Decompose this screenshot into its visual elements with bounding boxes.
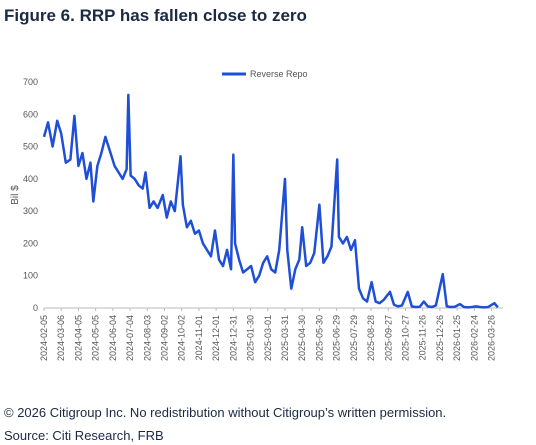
y-tick-label: 400 bbox=[23, 174, 38, 184]
y-tick-label: 600 bbox=[23, 109, 38, 119]
x-tick-label: 2025-12-26 bbox=[435, 315, 445, 361]
x-tick-label: 2024-07-04 bbox=[125, 315, 135, 361]
legend-label: Reverse Repo bbox=[250, 69, 308, 79]
x-tick-label: 2024-03-06 bbox=[56, 315, 66, 361]
x-tick-label: 2024-09-02 bbox=[159, 315, 169, 361]
source-note: Source: Citi Research, FRB bbox=[4, 428, 164, 443]
x-tick-label: 2024-05-05 bbox=[91, 315, 101, 361]
x-tick-label: 2024-10-02 bbox=[177, 315, 187, 361]
line-series bbox=[42, 93, 499, 309]
y-axis-label: Bil $ bbox=[10, 185, 21, 205]
x-tick-label: 2024-12-31 bbox=[228, 315, 238, 361]
x-tick-label: 2026-01-25 bbox=[452, 315, 462, 361]
x-tick-label: 2025-10-27 bbox=[400, 315, 410, 361]
x-tick-label: 2024-06-04 bbox=[108, 315, 118, 361]
y-tick-label: 700 bbox=[23, 77, 38, 87]
x-tick-label: 2025-03-01 bbox=[263, 315, 273, 361]
x-tick-label: 2025-08-28 bbox=[366, 315, 376, 361]
x-tick-label: 2025-07-29 bbox=[349, 315, 359, 361]
x-tick-label: 2026-02-24 bbox=[469, 315, 479, 361]
x-tick-label: 2024-04-05 bbox=[73, 315, 83, 361]
x-tick-label: 2025-01-30 bbox=[246, 315, 256, 361]
x-tick-label: 2025-04-30 bbox=[297, 315, 307, 361]
y-tick-label: 500 bbox=[23, 142, 38, 152]
x-tick-label: 2025-05-30 bbox=[314, 315, 324, 361]
y-tick-label: 200 bbox=[23, 238, 38, 248]
x-tick-label: 2025-11-26 bbox=[418, 315, 428, 360]
copyright-note: © 2026 Citigroup Inc. No redistribution … bbox=[4, 405, 446, 420]
x-tick-label: 2025-03-31 bbox=[280, 315, 290, 361]
x-tick-label: 2026-03-26 bbox=[487, 315, 497, 361]
x-tick-label: 2025-06-29 bbox=[332, 315, 342, 361]
x-tick-label: 2024-11-01 bbox=[194, 315, 204, 360]
x-tick-label: 2024-08-03 bbox=[142, 315, 152, 361]
x-tick-label: 2025-09-27 bbox=[383, 315, 393, 361]
y-tick-label: 300 bbox=[23, 206, 38, 216]
x-tick-label: 2024-02-05 bbox=[39, 315, 49, 361]
x-tick-label: 2024-12-01 bbox=[211, 315, 221, 361]
y-tick-label: 100 bbox=[23, 271, 38, 281]
y-tick-label: 0 bbox=[33, 303, 38, 313]
chart-title: Figure 6. RRP has fallen close to zero bbox=[4, 6, 307, 25]
